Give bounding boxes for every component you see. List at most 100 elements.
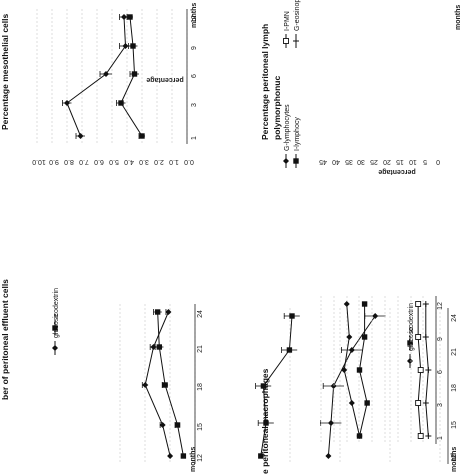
legend-marker (283, 158, 289, 164)
data-point (261, 383, 266, 388)
legend-entry: I-lymphocy (293, 117, 301, 168)
chart-title: ber of peritoneal effluent cells (0, 279, 10, 400)
legend-label: G-eosinophi (294, 0, 301, 31)
data-point (423, 301, 429, 307)
x-tick-label: 15 (451, 421, 458, 429)
data-point (258, 453, 263, 458)
data-point (139, 133, 144, 138)
data-point (287, 347, 292, 352)
data-point (425, 433, 431, 439)
data-point (331, 383, 337, 389)
x-tick-label: 24 (197, 310, 204, 318)
x-tick-label: 18 (197, 383, 204, 391)
y-axis-label: percentage (146, 76, 183, 83)
y-tick-label: 45 (319, 158, 327, 165)
data-point (162, 382, 167, 387)
legend-marker (52, 325, 57, 330)
y-tick-label: 0.0 (184, 158, 194, 165)
x-tick-label: 21 (451, 348, 458, 356)
data-point (349, 347, 355, 353)
data-point (130, 43, 135, 48)
data-point (181, 453, 186, 458)
y-tick-label: 40 (332, 158, 340, 165)
y-tick-label: 6.0 (94, 158, 104, 165)
chart-panel-1: 12 15 18 21 24 months ber of peritoneal efflue… (0, 279, 204, 472)
legend-label: icodextrin (408, 303, 415, 333)
data-point (328, 420, 334, 426)
x-tick-label: 3 (437, 403, 444, 407)
y-tick-label: 10.0 (32, 158, 46, 165)
y-tick-label: 3.0 (139, 158, 149, 165)
legend-entry: I-PMN (284, 11, 292, 48)
series-line (67, 17, 126, 136)
x-tick-label: 3 (191, 103, 198, 107)
data-point (357, 367, 362, 372)
data-point (118, 100, 123, 105)
y-tick-label: 25 (370, 158, 378, 165)
data-point (425, 367, 431, 373)
y-tick-label: 8.0 (64, 158, 74, 165)
data-point (325, 453, 331, 459)
chart-subtitle: polymorphonuc (272, 76, 282, 140)
data-point (418, 368, 423, 373)
x-tick-label: 1 (191, 136, 198, 140)
data-point (142, 382, 148, 388)
x-tick-label: 6 (437, 370, 444, 374)
y-tick-label: 1.0 (169, 158, 179, 165)
data-point (341, 367, 347, 373)
legend-entry: G-eosinophi (293, 0, 301, 48)
y-tick-label: 35 (345, 158, 353, 165)
chart-title: Percentage peritoneal lymph (260, 24, 270, 140)
x-tick-label: 24 (451, 314, 458, 322)
series-G-eosinophi (423, 301, 432, 439)
x-axis-label: months (191, 3, 198, 28)
chart-title: Percentage mesothelial cells (0, 14, 10, 130)
y-tick-label: 5.0 (109, 158, 119, 165)
x-tick-label: 21 (197, 345, 204, 353)
data-point (357, 433, 362, 438)
data-point (418, 434, 423, 439)
y-tick-label: 5 (423, 158, 427, 165)
legend-marker (293, 38, 299, 44)
legend-marker (407, 340, 412, 345)
series-glucose (63, 14, 132, 139)
data-point (289, 313, 294, 318)
data-point (423, 400, 429, 406)
y-tick-label: 15 (396, 158, 404, 165)
y-tick-label: 4.0 (124, 158, 134, 165)
legend-marker (293, 158, 298, 163)
y-tick-label: 9.0 (49, 158, 59, 165)
y-tick-label: 0 (436, 158, 440, 165)
data-point (423, 334, 429, 340)
legend-label: I-PMN (284, 11, 291, 31)
data-point (78, 133, 84, 139)
y-axis-label: percentage (378, 168, 415, 175)
data-point (346, 334, 352, 340)
y-tick-label: 20 (383, 158, 391, 165)
data-point (416, 302, 421, 307)
x-tick-label: 9 (437, 337, 444, 341)
data-point (157, 344, 162, 349)
x-axis-label: months (451, 447, 458, 472)
legend-label: G-lymphocytes (284, 104, 291, 151)
y-tick-label: 7.0 (79, 158, 89, 165)
series-line (121, 17, 142, 136)
x-tick-label: 12 (197, 454, 204, 462)
legend-marker (407, 358, 413, 364)
data-point (372, 313, 378, 319)
data-point (132, 71, 137, 76)
data-point (362, 334, 367, 339)
data-point (364, 400, 369, 405)
data-point (263, 420, 268, 425)
x-axis-label: months (190, 447, 197, 472)
data-point (416, 401, 421, 406)
data-point (123, 43, 129, 49)
x-tick-label: 15 (197, 423, 204, 431)
legend-entry: G-lymphocytes (283, 104, 291, 168)
data-point (416, 335, 421, 340)
series-line (158, 312, 184, 456)
x-tick-label: 1 (437, 436, 444, 440)
data-point (127, 14, 132, 19)
